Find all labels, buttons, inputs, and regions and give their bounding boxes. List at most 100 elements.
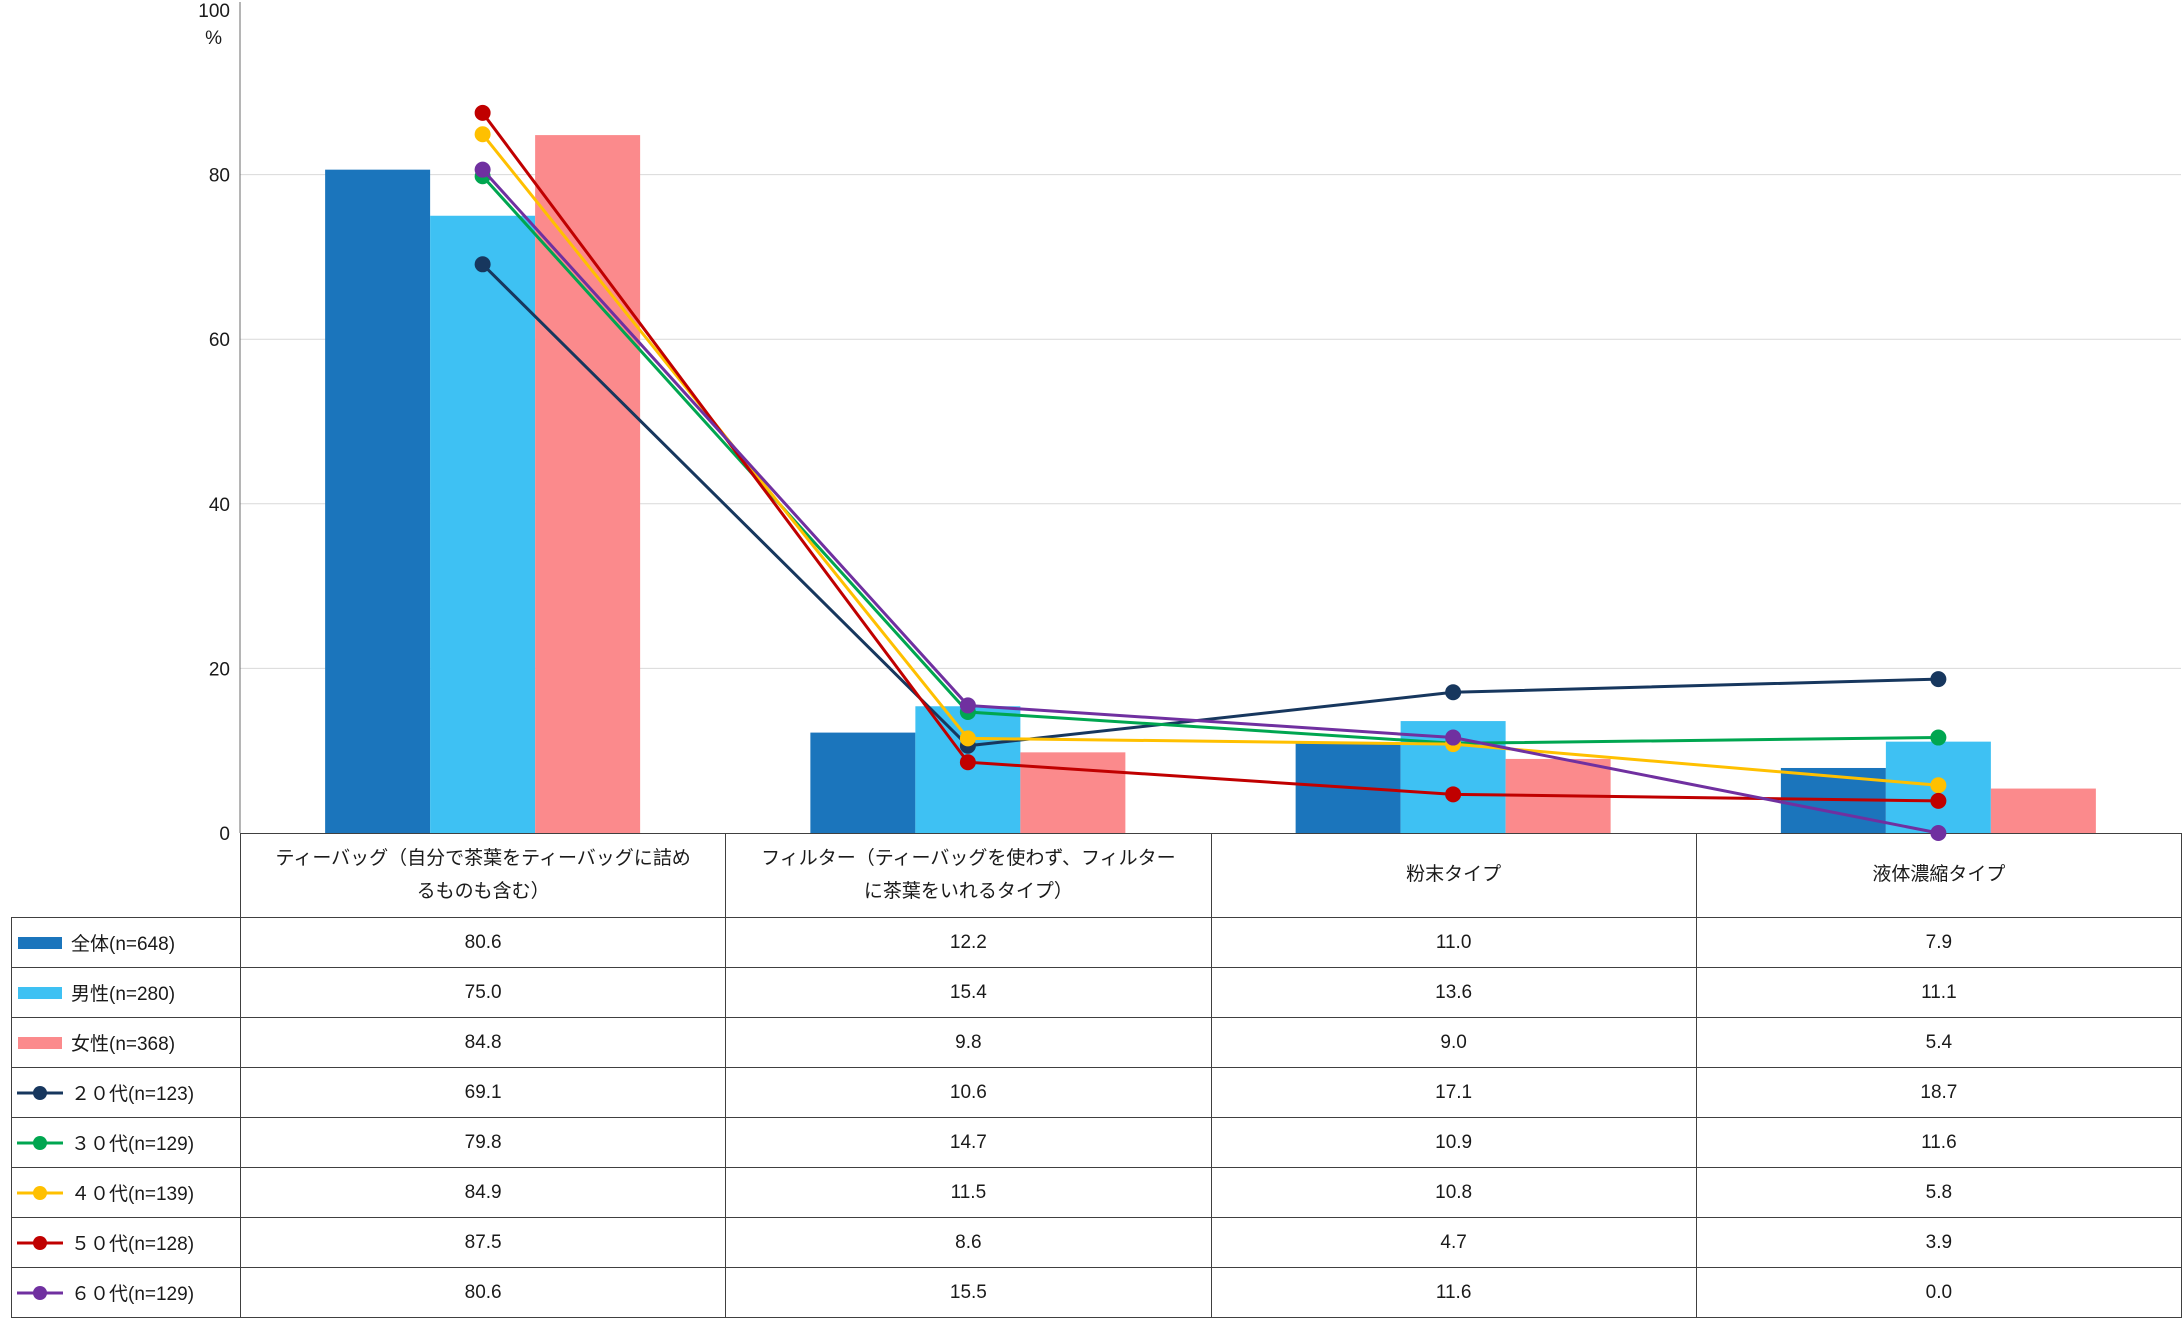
line-swatch-icon (17, 1135, 63, 1150)
value-cell: 11.6 (1695, 1117, 2183, 1168)
bar (1885, 741, 1991, 833)
value-cell: 11.1 (1695, 967, 2183, 1018)
data-point-marker (474, 161, 491, 178)
category-header: 液体濃縮タイプ (1695, 833, 2183, 918)
series-line (481, 133, 1939, 787)
data-point-marker (474, 168, 491, 185)
table-row: ３０代(n=129) 79.8 14.7 10.9 11.6 (11, 1117, 2183, 1168)
value-cell: 12.2 (725, 917, 1212, 968)
legend-cell: 男性(n=280) (11, 967, 241, 1018)
value-cell: 5.8 (1695, 1167, 2183, 1218)
bar-swatch-icon (18, 936, 62, 949)
value-cell: 3.9 (1695, 1217, 2183, 1268)
value-cell: 11.0 (1210, 917, 1697, 968)
table-corner-cell (12, 834, 241, 918)
value-cell: 9.0 (1210, 1017, 1697, 1068)
value-cell: 10.8 (1210, 1167, 1697, 1218)
line-swatch-icon (17, 1085, 63, 1100)
series-name: 全体(n=648) (71, 934, 176, 955)
legend-cell: 全体(n=648) (11, 917, 241, 968)
data-point-marker (1445, 735, 1462, 752)
value-cell: 87.5 (239, 1217, 727, 1268)
series-name: ６０代(n=129) (71, 1284, 195, 1305)
value-cell: 80.6 (239, 1267, 727, 1318)
value-cell: 14.7 (725, 1117, 1212, 1168)
y-tick-label: 80 (209, 166, 230, 187)
value-cell: 8.6 (725, 1217, 1212, 1268)
value-cell: 9.8 (725, 1017, 1212, 1068)
series-line (481, 168, 1939, 835)
table-row: ２０代(n=123) 69.1 10.6 17.1 18.7 (11, 1067, 2183, 1118)
series-name: 女性(n=368) (71, 1034, 176, 1055)
value-cell: 7.9 (1695, 917, 2183, 968)
line-swatch-icon (17, 1285, 63, 1300)
bar (1295, 742, 1401, 833)
series-name: ２０代(n=123) (71, 1084, 195, 1105)
value-cell: 18.7 (1695, 1067, 2183, 1118)
value-cell: 11.6 (1210, 1267, 1697, 1318)
value-cell: 10.6 (725, 1067, 1212, 1118)
series-name: ３０代(n=129) (71, 1134, 195, 1155)
data-point-marker (959, 697, 976, 714)
value-cell: 0.0 (1695, 1267, 2183, 1318)
series-name: ４０代(n=139) (71, 1184, 195, 1205)
line-swatch-icon (17, 1185, 63, 1200)
series-line (481, 263, 1939, 748)
series-line (481, 111, 1939, 803)
value-cell: 11.5 (725, 1167, 1212, 1218)
bar (1990, 788, 2096, 833)
value-cell: 80.6 (239, 917, 727, 968)
data-point-marker (959, 704, 976, 721)
category-header: ティーバッグ（自分で茶葉をティーバッグに詰めるものも含む） (239, 833, 727, 918)
legend-cell: ４０代(n=139) (11, 1167, 241, 1218)
legend-cell: ３０代(n=129) (11, 1117, 241, 1168)
data-point-marker (959, 730, 976, 747)
bar (1505, 758, 1611, 833)
line-series (474, 168, 1947, 752)
value-cell: 13.6 (1210, 967, 1697, 1018)
bar (1020, 752, 1126, 833)
bar (1400, 721, 1506, 833)
category-header-row: ティーバッグ（自分で茶葉をティーバッグに詰めるものも含む） フィルター（ティーバッ… (12, 833, 2183, 918)
line-swatch-icon (17, 1235, 63, 1250)
table-row: ５０代(n=128) 87.5 8.6 4.7 3.9 (11, 1217, 2183, 1268)
bar (535, 135, 641, 833)
value-cell: 15.4 (725, 967, 1212, 1018)
data-point-marker (1930, 671, 1947, 688)
data-point-marker (1445, 736, 1462, 753)
y-tick-label: 60 (209, 330, 230, 351)
data-point-marker (1445, 684, 1462, 701)
legend-cell: ６０代(n=129) (11, 1267, 241, 1318)
bar (915, 706, 1021, 833)
category-header: フィルター（ティーバッグを使わず、フィルターに茶葉をいれるタイプ） (725, 833, 1212, 918)
value-cell: 17.1 (1210, 1067, 1697, 1118)
line-series (474, 256, 1947, 754)
value-cell: 69.1 (239, 1067, 727, 1118)
value-cell: 79.8 (239, 1117, 727, 1168)
table-row: 女性(n=368) 84.8 9.8 9.0 5.4 (11, 1017, 2183, 1068)
data-point-marker (1930, 792, 1947, 809)
value-cell: 75.0 (239, 967, 727, 1018)
bar-swatch-icon (18, 986, 62, 999)
value-cell: 15.5 (725, 1267, 1212, 1318)
bar (430, 215, 536, 833)
legend-cell: ２０代(n=123) (11, 1067, 241, 1118)
legend-cell: ５０代(n=128) (11, 1217, 241, 1268)
value-cell: 84.9 (239, 1167, 727, 1218)
data-point-marker (474, 256, 491, 273)
bar (325, 169, 431, 834)
bar (1780, 767, 1886, 833)
data-table: ティーバッグ（自分で茶葉をティーバッグに詰めるものも含む） フィルター（ティーバッ… (11, 833, 2183, 1318)
data-point-marker (474, 126, 491, 143)
table-row: ４０代(n=139) 84.9 11.5 10.8 5.8 (11, 1167, 2183, 1218)
series-line (481, 175, 1939, 745)
table-row: 男性(n=280) 75.0 15.4 13.6 11.1 (11, 967, 2183, 1018)
table-row: 全体(n=648) 80.6 12.2 11.0 7.9 (11, 917, 2183, 968)
y-tick-label: 40 (209, 495, 230, 516)
series-name: 男性(n=280) (71, 984, 176, 1005)
data-point-marker (1445, 729, 1462, 746)
data-point-marker (959, 754, 976, 771)
y-axis-unit-label: % (205, 28, 222, 49)
